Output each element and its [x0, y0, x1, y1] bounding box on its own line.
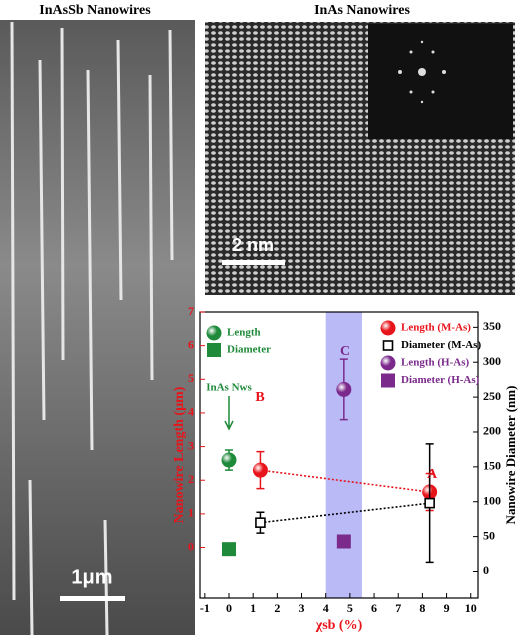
x-tick-label: 7 — [395, 601, 401, 615]
square-marker — [336, 534, 351, 549]
y2-tick-label: 0 — [483, 563, 489, 577]
sem-scale-label: 1μm — [71, 566, 112, 588]
hollow-square-marker — [255, 517, 266, 528]
x-axis-label: χsb (%) — [315, 618, 363, 633]
sphere-marker — [221, 452, 237, 468]
sphere-marker — [336, 381, 352, 397]
x-tick-label: 3 — [299, 601, 305, 615]
legend-marker — [381, 373, 395, 388]
sem-title: InAsSb Nanowires — [39, 3, 151, 18]
legend-marker — [207, 343, 221, 357]
x-tick-label: 4 — [323, 601, 329, 615]
square-marker — [222, 542, 237, 557]
y-axis-label: Nanowire Length (µm) — [172, 386, 187, 523]
legend-marker — [380, 320, 396, 336]
y2-tick-label: 150 — [483, 459, 501, 473]
tem-image: 2 nm — [205, 22, 515, 295]
y-tick-label: 2 — [188, 472, 194, 486]
plot-frame — [199, 311, 479, 599]
tem-title: InAs Nanowires — [314, 3, 410, 18]
y2-tick-label: 100 — [483, 493, 501, 507]
x-tick-label: 6 — [371, 601, 377, 615]
legend-marker — [206, 325, 222, 341]
tem-scale-label: 2 nm — [232, 235, 274, 255]
y2-tick-label: 200 — [483, 424, 501, 438]
trend-line — [260, 502, 430, 524]
legend-label: Length (H-As) — [401, 357, 469, 369]
y-tick-label: 5 — [188, 371, 194, 385]
y-tick-label: 7 — [188, 304, 194, 318]
y-tick-label: 0 — [188, 539, 194, 553]
x-tick-label: 9 — [444, 601, 450, 615]
annotation: InAs Nws — [206, 382, 252, 394]
annotation: C — [340, 344, 350, 359]
annotation: B — [255, 390, 264, 405]
legend-label: Diameter (M-As) — [401, 339, 481, 351]
x-tick-label: 0 — [226, 601, 232, 615]
y-tick-label: 4 — [188, 405, 194, 419]
legend-label: Diameter (H-As) — [401, 374, 480, 386]
y2-axis-label: Nanowire Diameter (nm) — [503, 386, 518, 525]
sem-image: 1μm — [0, 20, 195, 635]
y-tick-label: 1 — [188, 506, 194, 520]
legend-label: Diameter — [227, 344, 271, 356]
legend-marker — [380, 355, 396, 371]
sphere-marker — [252, 462, 268, 478]
trend-line — [260, 469, 430, 493]
x-tick-label: 5 — [347, 601, 353, 615]
x-tick-label: 8 — [419, 601, 425, 615]
legend-marker — [382, 340, 394, 351]
annotation-arrow — [224, 396, 234, 431]
y2-tick-label: 300 — [483, 354, 501, 368]
legend-label: Length — [227, 327, 261, 339]
y2-tick-label: 50 — [483, 528, 495, 542]
y2-tick-label: 350 — [483, 319, 501, 333]
x-tick-label: 10 — [465, 601, 477, 615]
chart: -1 0 1 2 3 4 5 6 7 8 9 1001234567050100150200250300… — [172, 304, 518, 633]
hollow-square-marker — [424, 497, 435, 509]
legend-label: Length (M-As) — [401, 322, 471, 334]
x-tick-label: 1 — [250, 601, 256, 615]
y-tick-label: 3 — [188, 438, 194, 452]
x-tick-label: -1 — [200, 601, 210, 615]
y-tick-label: 6 — [188, 337, 194, 351]
annotation: A — [427, 467, 438, 482]
y2-tick-label: 250 — [483, 389, 501, 403]
x-tick-label: 2 — [274, 601, 280, 615]
